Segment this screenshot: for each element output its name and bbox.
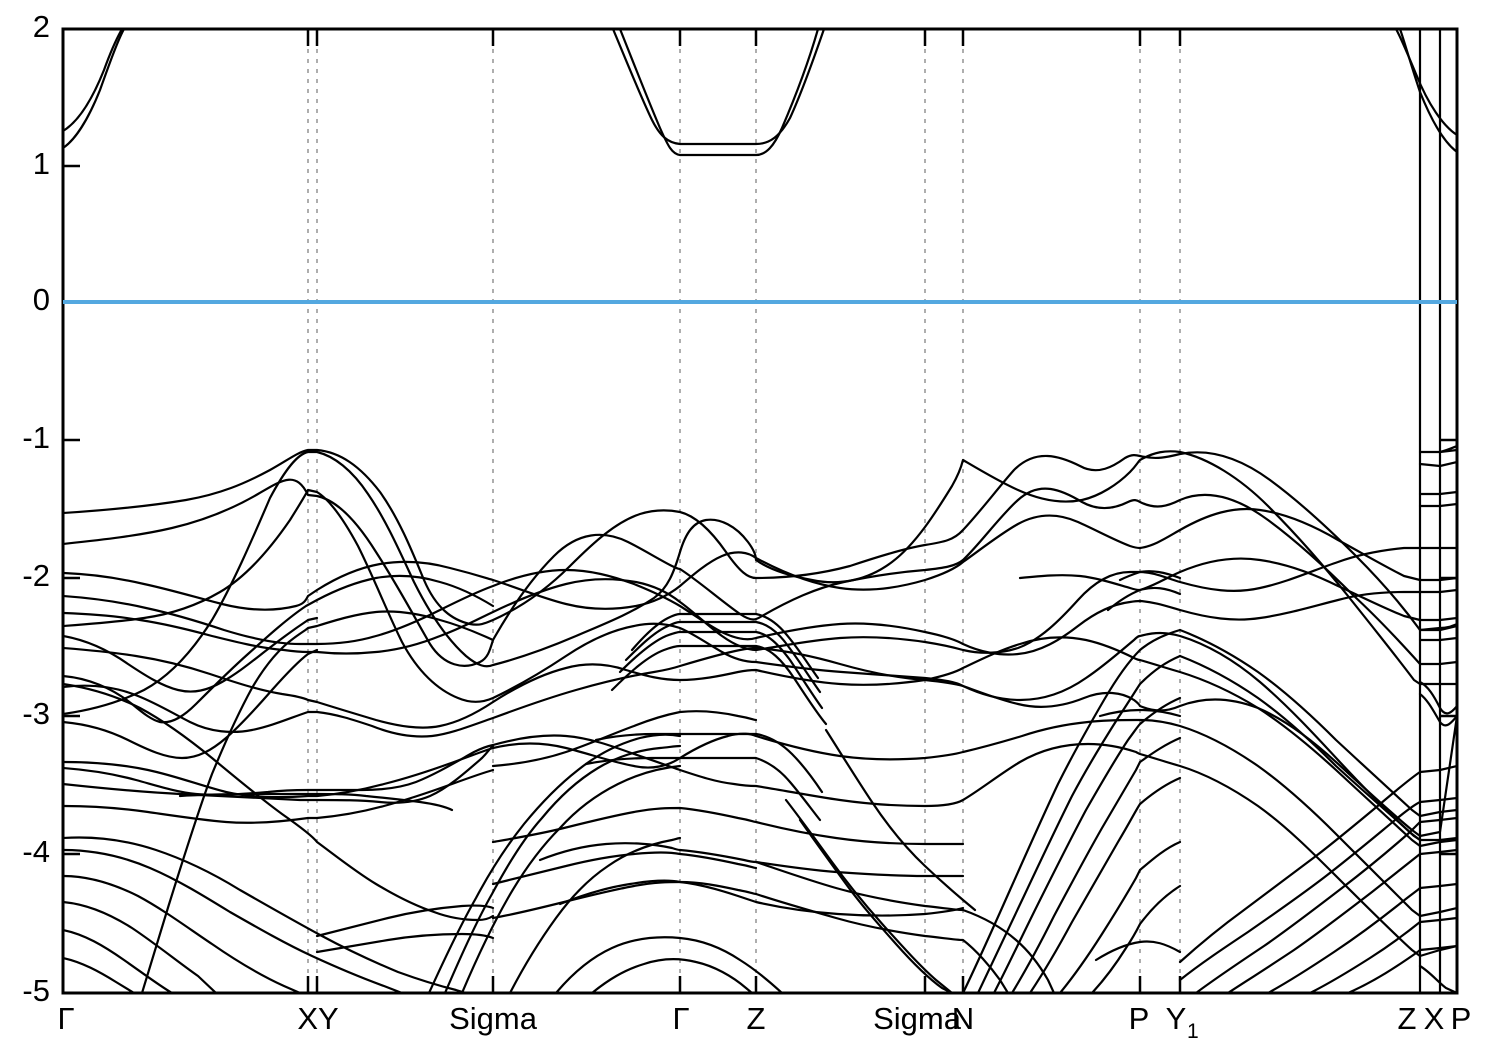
y-tick-label: -1 bbox=[22, 420, 50, 455]
y-tick-label: -3 bbox=[22, 696, 50, 731]
y-tick-label: 0 bbox=[33, 282, 50, 317]
y-axis-labels: 2 1 0 -1 -2 -3 -4 -5 bbox=[22, 9, 50, 1008]
x-axis-labels: Γ XY Sigma Γ Z Sigma N P Y 1 Z X P bbox=[57, 1001, 1471, 1043]
x-tick-label: XY bbox=[297, 1001, 338, 1036]
y-tick-label: -4 bbox=[22, 834, 50, 869]
y-tick-label: -5 bbox=[22, 973, 50, 1008]
x-tick-label: N bbox=[952, 1001, 974, 1036]
x-tick-label: Γ bbox=[672, 1001, 689, 1036]
y-tick-label: 2 bbox=[33, 9, 50, 44]
x-tick-label: X bbox=[1424, 1001, 1445, 1036]
x-tick-label: Sigma bbox=[873, 1001, 962, 1036]
band-curves bbox=[64, 30, 1456, 992]
y-tick-label: 1 bbox=[33, 146, 50, 181]
x-tick-label: Y bbox=[1166, 1001, 1187, 1036]
plot-frame bbox=[61, 27, 1459, 995]
x-axis-ticks bbox=[306, 29, 1182, 993]
x-tick-label: Γ bbox=[57, 1001, 74, 1036]
x-tick-label: Z bbox=[747, 1001, 766, 1036]
y-tick-label: -2 bbox=[22, 558, 50, 593]
x-tick-label: Z bbox=[1398, 1001, 1417, 1036]
x-tick-label: P bbox=[1129, 1001, 1150, 1036]
x-tick-label: Sigma bbox=[449, 1001, 538, 1036]
x-tick-label: P bbox=[1451, 1001, 1472, 1036]
x-tick-label-subscript: 1 bbox=[1187, 1020, 1199, 1043]
